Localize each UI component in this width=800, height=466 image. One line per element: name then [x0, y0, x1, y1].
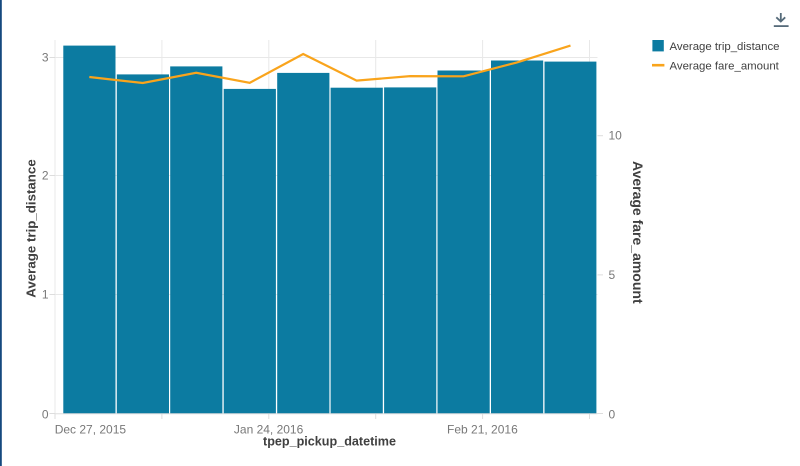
svg-text:3: 3: [42, 51, 49, 65]
svg-text:Jan 24, 2016: Jan 24, 2016: [234, 423, 304, 437]
svg-text:Dec 27, 2015: Dec 27, 2015: [55, 423, 127, 437]
svg-text:Average fare_amount: Average fare_amount: [630, 161, 646, 304]
svg-text:1: 1: [42, 288, 49, 302]
svg-text:10: 10: [609, 129, 623, 143]
svg-text:Average trip_distance: Average trip_distance: [670, 41, 780, 53]
svg-text:Feb 21, 2016: Feb 21, 2016: [447, 423, 518, 437]
svg-text:Average trip_distance: Average trip_distance: [24, 159, 39, 297]
svg-text:Average fare_amount: Average fare_amount: [670, 61, 780, 73]
svg-text:5: 5: [609, 268, 616, 282]
svg-text:tpep_pickup_datetime: tpep_pickup_datetime: [263, 435, 396, 449]
svg-text:0: 0: [42, 408, 49, 422]
svg-text:0: 0: [609, 408, 616, 422]
svg-text:2: 2: [42, 169, 49, 183]
